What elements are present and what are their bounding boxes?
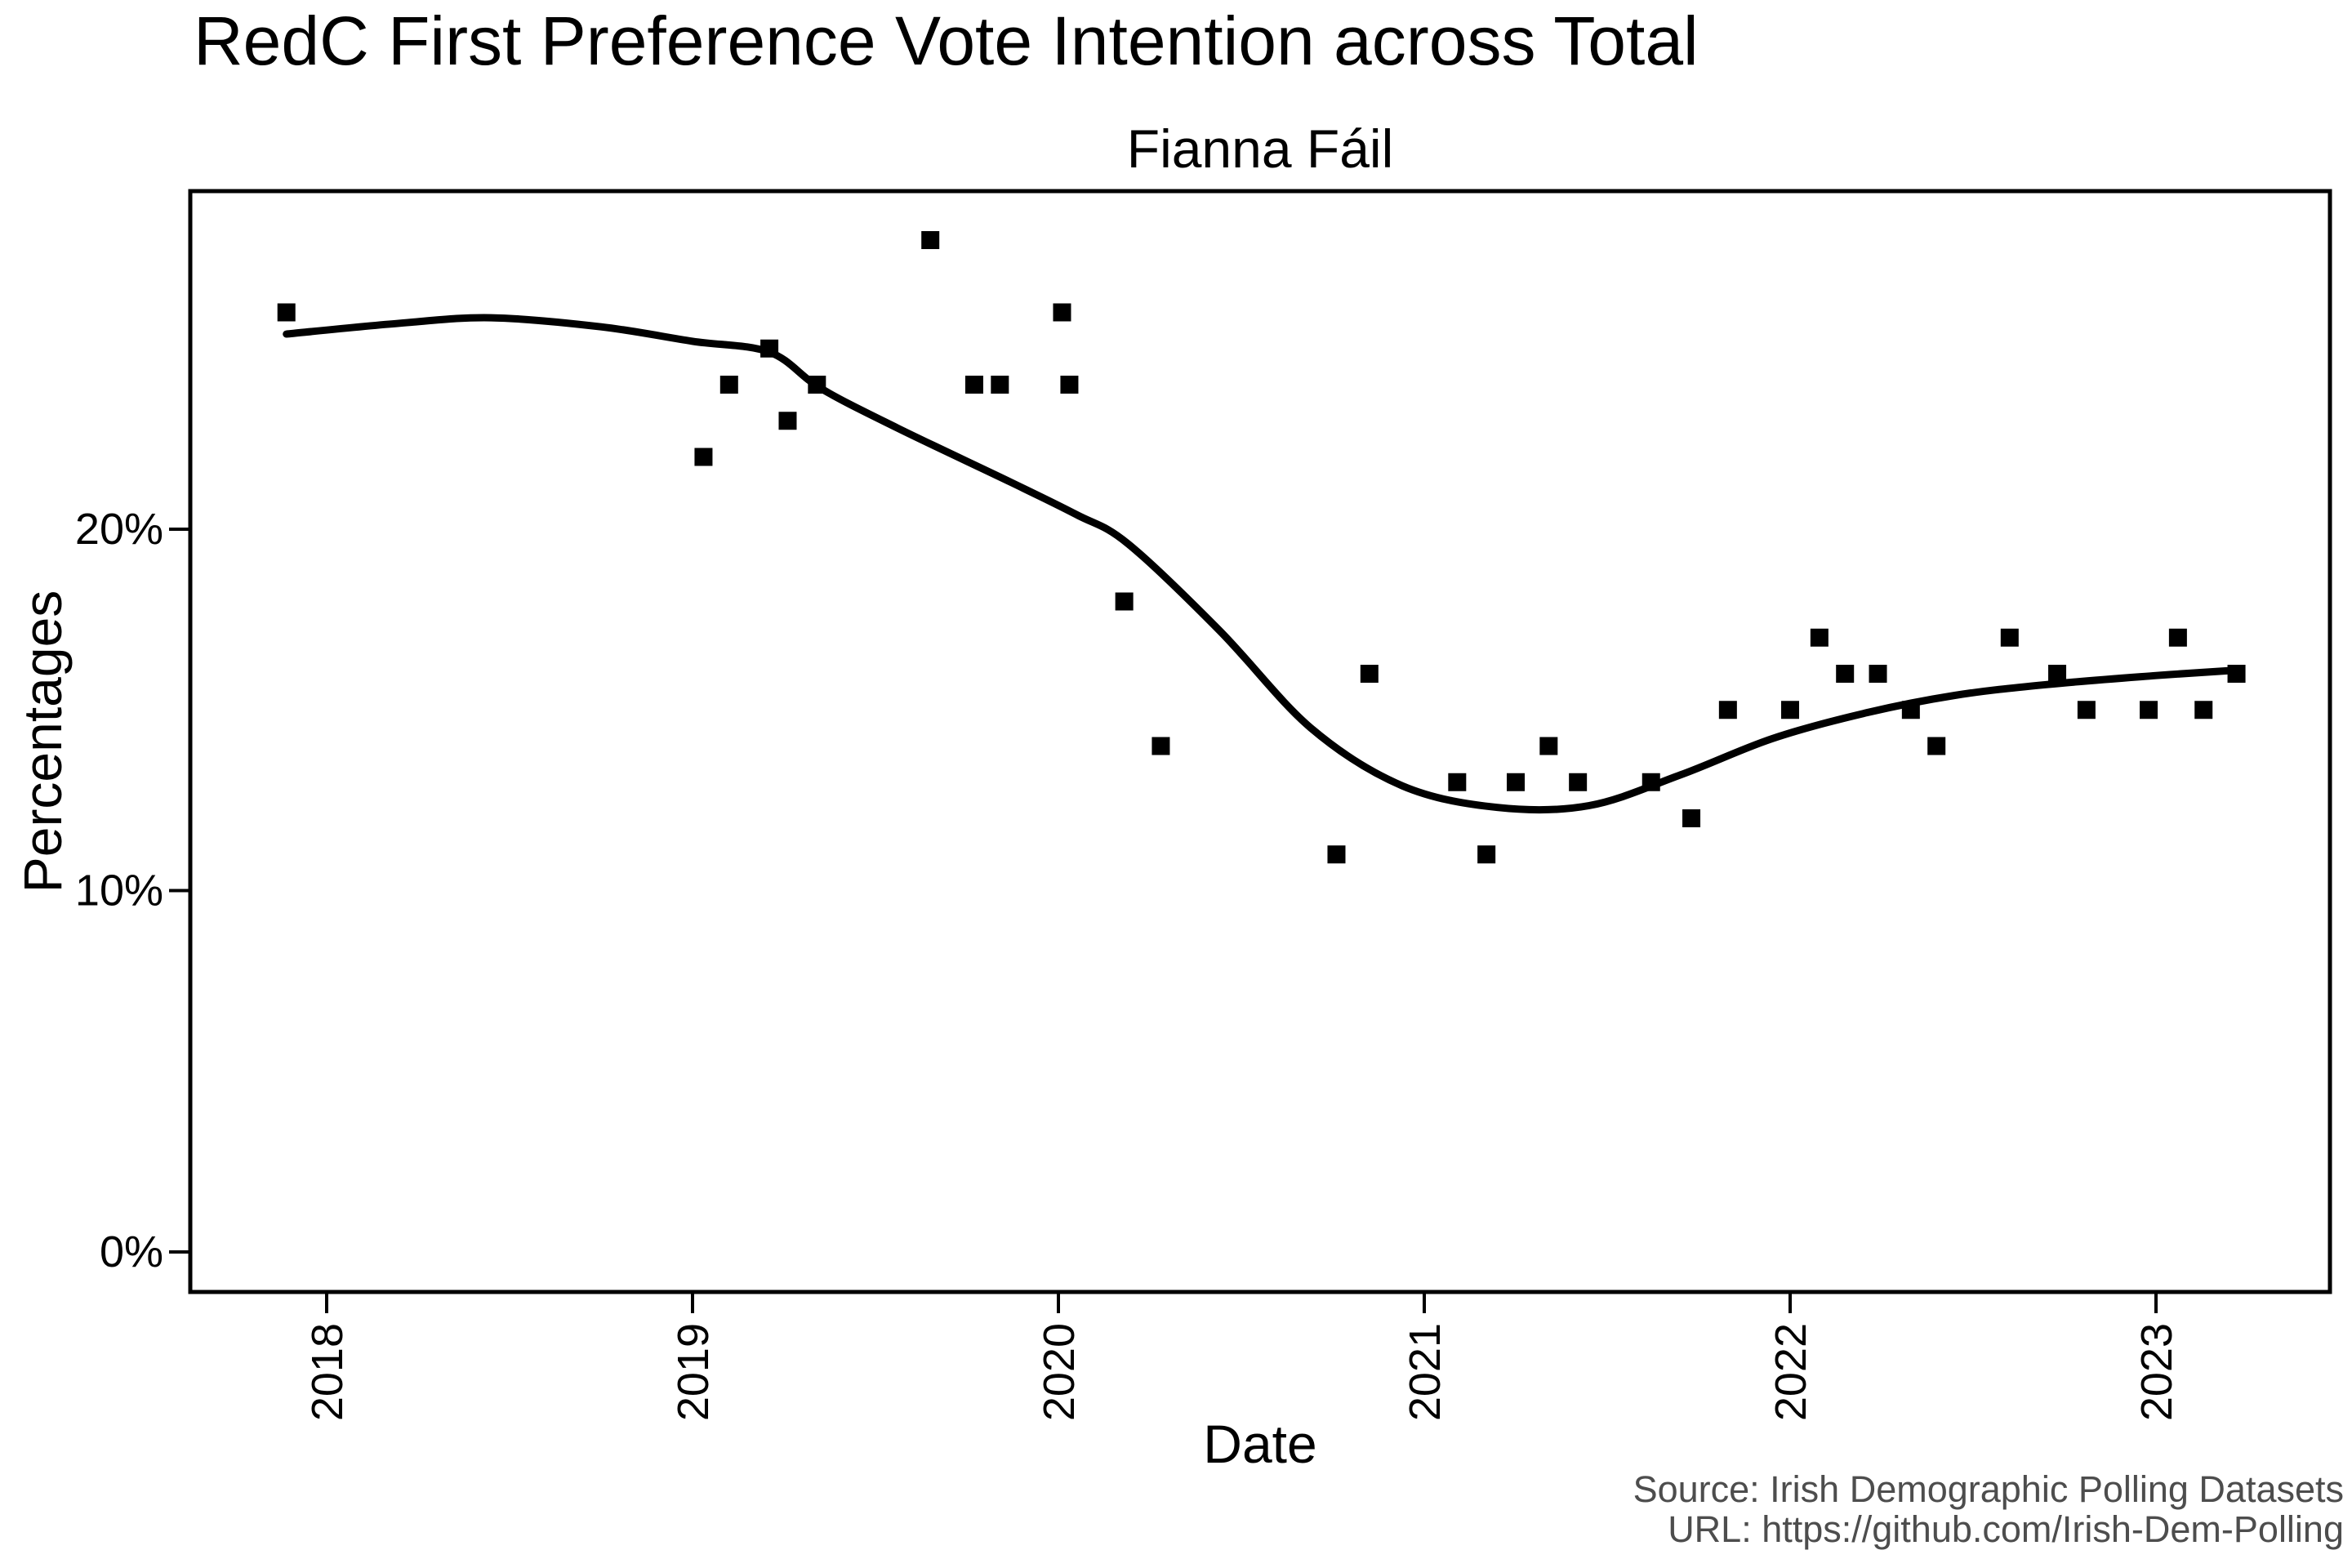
data-point [719,376,738,394]
data-point [1060,376,1079,394]
data-point [760,339,779,358]
source-caption: Source: Irish Demographic Polling Datase… [1037,1468,2344,1550]
data-point [1927,737,1946,755]
data-point [2140,701,2158,719]
data-point [1539,737,1558,755]
data-point [964,376,983,394]
x-tick-label: 2019 [669,1323,718,1421]
data-point [1901,701,1920,719]
x-tick-label: 2022 [1766,1323,1815,1421]
data-point [921,231,940,249]
plot-panel-border [188,189,2332,1294]
data-point [1682,809,1701,827]
data-point [1569,773,1588,791]
data-point [694,448,713,466]
data-point [1115,592,1134,611]
y-tick-label: 0% [100,1227,163,1276]
data-point [1781,701,1799,719]
data-point [2194,701,2213,719]
trend-line [283,314,2241,814]
x-tick-label: 2018 [303,1323,352,1421]
source-url-line: URL: https://github.com/Irish-Dem-Pollin… [1668,1508,2344,1550]
data-point [1836,665,1855,683]
data-point [1053,303,1071,322]
x-tick-label: 2023 [2132,1323,2181,1421]
data-point [1327,845,1346,864]
x-tick-label: 2021 [1401,1323,1450,1421]
data-point [808,376,826,394]
data-point [2227,665,2246,683]
data-point [1869,665,1887,683]
data-point [1448,773,1467,791]
data-point [1642,773,1660,791]
x-tick-label: 2020 [1035,1323,1084,1421]
data-point [277,303,296,322]
data-point [1152,737,1170,755]
source-line: Source: Irish Demographic Polling Datase… [1633,1468,2344,1510]
y-tick-label: 10% [75,866,163,915]
data-point [2048,665,2067,683]
data-point [1477,845,1496,864]
y-tick-label: 20% [75,505,163,554]
data-point [2077,701,2096,719]
data-point [2000,628,2019,647]
data-point [1718,701,1737,719]
data-point [2168,628,2187,647]
x-axis-title: Date [1203,1414,1317,1474]
data-point [778,412,797,430]
data-point [1810,628,1829,647]
data-point [991,376,1009,394]
data-point [1507,773,1525,791]
chart-subtitle: Fianna Fáil [1126,118,1394,179]
chart-title: RedC First Preference Vote Intention acr… [194,2,1699,79]
data-point [1360,665,1379,683]
